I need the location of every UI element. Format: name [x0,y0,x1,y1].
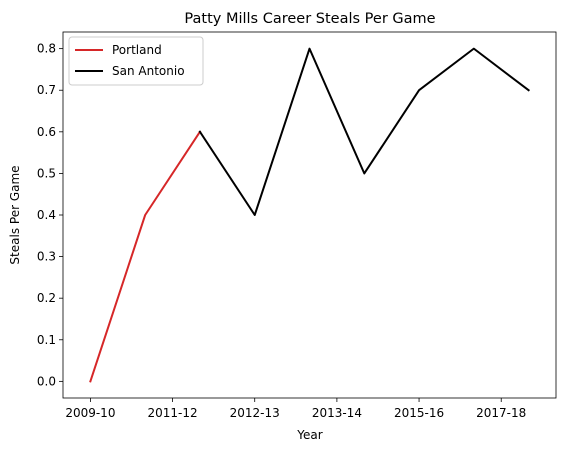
x-tick-label: 2015-16 [394,406,444,420]
y-tick-label: 0.8 [37,42,56,56]
y-tick-label: 0.2 [37,291,56,305]
y-axis-label: Steals Per Game [8,165,22,264]
y-tick-label: 0.3 [37,250,56,264]
x-tick-label: 2012-13 [230,406,280,420]
legend-entry-label: Portland [112,43,162,57]
y-tick-label: 0.6 [37,125,56,139]
legend: Portland San Antonio [68,36,204,86]
y-tick-label: 0.0 [37,374,56,388]
y-axis: 0.0 0.1 0.2 0.3 0.4 0.5 0.6 0.7 0.8 [37,42,63,388]
legend-entry-label: San Antonio [112,64,185,78]
x-axis-label: Year [296,428,322,442]
y-tick-label: 0.7 [37,83,56,97]
series-line-portland [89,130,202,383]
y-tick-label: 0.1 [37,333,56,347]
x-tick-label: 2013-14 [312,406,362,420]
y-tick-label: 0.5 [37,166,56,180]
x-axis: 2009-10 2011-12 2012-13 2013-14 2015-16 2017-… [65,398,526,420]
series-line-san-antonio [198,47,531,216]
chart-title: Patty Mills Career Steals Per Game [184,11,435,27]
x-tick-label: 2011-12 [147,406,197,420]
y-tick-label: 0.4 [37,208,56,222]
x-tick-label: 2017-18 [476,406,526,420]
x-tick-label: 2009-10 [65,406,115,420]
series-lines [89,47,531,383]
